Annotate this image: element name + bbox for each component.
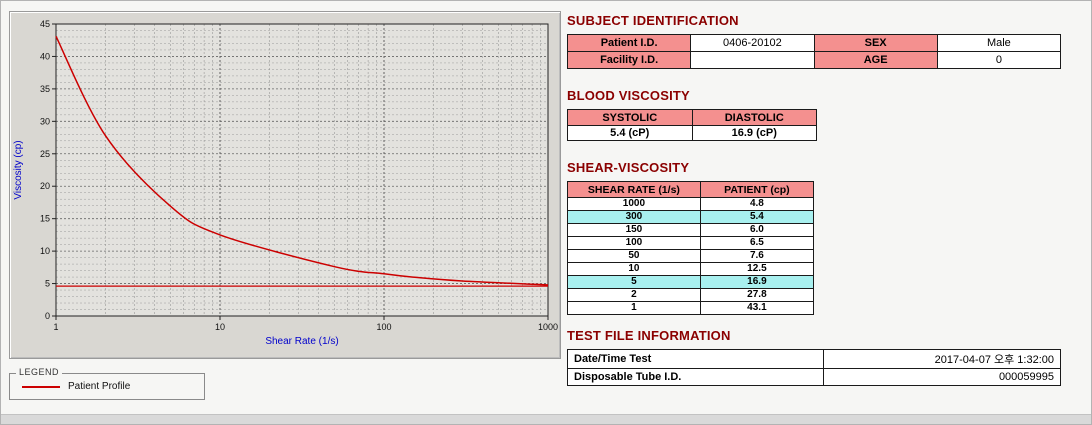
plot-border (55, 23, 549, 317)
window-bottom-edge (1, 414, 1091, 424)
y-tick-label: 45 (40, 19, 50, 29)
shear-rate-cell: 1 (567, 301, 701, 315)
y-tick-label: 35 (40, 84, 50, 94)
shear-rate-cell: 150 (567, 223, 701, 237)
y-tick-label: 10 (40, 246, 50, 256)
blood-viscosity-table: SYSTOLIC DIASTOLIC 5.4 (cP) 16.9 (cP) (567, 109, 817, 141)
shear-viscosity-row: 100 6.5 (567, 236, 815, 250)
x-axis-label: Shear Rate (1/s) (265, 336, 338, 347)
shear-rate-cell: 2 (567, 288, 701, 302)
table-row: 5.4 (cP) 16.9 (cP) (567, 125, 817, 141)
legend-item: Patient Profile (10, 374, 204, 399)
patient-viscosity-cell: 27.8 (699, 288, 815, 302)
legend: LEGEND Patient Profile (9, 367, 205, 400)
patient-profile-line-swatch (22, 385, 60, 388)
y-tick-label: 5 (45, 279, 50, 289)
blood-viscosity-title: BLOOD VISCOSITY (567, 88, 690, 103)
facility-id-value (690, 51, 815, 69)
test-file-information-table: Date/Time Test 2017-04-07 오후 1:32:00 Dis… (566, 349, 1061, 386)
patient-id-value: 0406-20102 (690, 34, 815, 52)
shear-rate-header: SHEAR RATE (1/s) (567, 181, 701, 198)
shear-viscosity-row: 10 12.5 (567, 262, 815, 276)
legend-title: LEGEND (16, 367, 63, 377)
shear-viscosity-row: 50 7.6 (567, 249, 815, 263)
sex-label: SEX (813, 34, 938, 52)
y-tick-label: 0 (45, 311, 50, 321)
subject-identification-title: SUBJECT IDENTIFICATION (567, 13, 739, 28)
x-tick-label: 100 (376, 322, 391, 332)
y-tick-label: 40 (40, 51, 50, 61)
shear-viscosity-row: 2 27.8 (567, 288, 815, 302)
shear-viscosity-row: 300 5.4 (567, 210, 815, 224)
y-tick-label: 30 (40, 116, 50, 126)
legend-item-label: Patient Profile (68, 381, 131, 392)
patient-viscosity-cell: 6.5 (699, 236, 815, 250)
age-label: AGE (813, 51, 938, 69)
disposable-tube-id-label: Disposable Tube I.D. (566, 368, 825, 386)
table-header-row: SHEAR RATE (1/s) PATIENT (cp) (567, 181, 815, 198)
shear-rate-cell: 1000 (567, 197, 701, 211)
shear-viscosity-row: 150 6.0 (567, 223, 815, 237)
patient-viscosity-cell: 12.5 (699, 262, 815, 276)
patient-viscosity-cell: 16.9 (699, 275, 815, 289)
shear-rate-cell: 10 (567, 262, 701, 276)
shear-viscosity-row: 1 43.1 (567, 301, 815, 315)
y-tick-label: 15 (40, 214, 50, 224)
subject-identification-table: Patient I.D. 0406-20102 SEX Male Facilit… (566, 34, 1062, 69)
shear-rate-cell: 50 (567, 249, 701, 263)
systolic-value: 5.4 (cP) (567, 125, 693, 141)
table-row: Disposable Tube I.D. 000059995 (566, 368, 1061, 386)
shear-rate-cell: 5 (567, 275, 701, 289)
table-row: Facility I.D. AGE 0 (566, 51, 1062, 69)
date-time-test-label: Date/Time Test (566, 349, 825, 369)
table-row: Patient I.D. 0406-20102 SEX Male (566, 34, 1062, 52)
viscosity-chart-panel: 0 5 10 15 20 25 30 35 40 45 1 10 100 1000 Shear Rate (… (9, 11, 561, 359)
y-tick-label: 25 (40, 149, 50, 159)
patient-viscosity-cell: 43.1 (699, 301, 815, 315)
patient-viscosity-cell: 7.6 (699, 249, 815, 263)
patient-viscosity-cell: 6.0 (699, 223, 815, 237)
diastolic-value: 16.9 (cP) (691, 125, 817, 141)
shear-viscosity-row: 1000 4.8 (567, 197, 815, 211)
table-row: SYSTOLIC DIASTOLIC (567, 109, 817, 126)
patient-viscosity-cell: 4.8 (699, 197, 815, 211)
age-value: 0 (936, 51, 1062, 69)
disposable-tube-id-value: 000059995 (823, 368, 1061, 386)
patient-cp-header: PATIENT (cp) (699, 181, 815, 198)
plot-area (56, 24, 548, 316)
date-time-test-value: 2017-04-07 오후 1:32:00 (823, 349, 1061, 369)
patient-id-label: Patient I.D. (566, 34, 692, 52)
patient-profile-curve (55, 35, 549, 286)
y-tick-label: 20 (40, 181, 50, 191)
shear-rate-cell: 300 (567, 210, 701, 224)
x-tick-label: 1000 (538, 322, 558, 332)
sex-value: Male (936, 34, 1062, 52)
viscosity-chart: 0 5 10 15 20 25 30 35 40 45 1 10 100 1000 Shear Rate (… (13, 19, 558, 347)
shear-viscosity-table: SHEAR RATE (1/s) PATIENT (cp) 1000 4.8 300… (567, 181, 815, 315)
x-tick-label: 10 (215, 322, 225, 332)
shear-viscosity-title: SHEAR-VISCOSITY (567, 160, 690, 175)
shear-viscosity-row: 5 16.9 (567, 275, 815, 289)
test-file-information-title: TEST FILE INFORMATION (567, 328, 731, 343)
facility-id-label: Facility I.D. (566, 51, 692, 69)
patient-viscosity-cell: 5.4 (699, 210, 815, 224)
table-row: Date/Time Test 2017-04-07 오후 1:32:00 (566, 349, 1061, 369)
shear-rate-cell: 100 (567, 236, 701, 250)
y-axis-label: Viscosity (cp) (13, 140, 24, 199)
systolic-header: SYSTOLIC (567, 109, 693, 126)
report-details: SUBJECT IDENTIFICATION Patient I.D. 0406… (566, 13, 1062, 386)
diastolic-header: DIASTOLIC (691, 109, 817, 126)
x-tick-label: 1 (53, 322, 58, 332)
